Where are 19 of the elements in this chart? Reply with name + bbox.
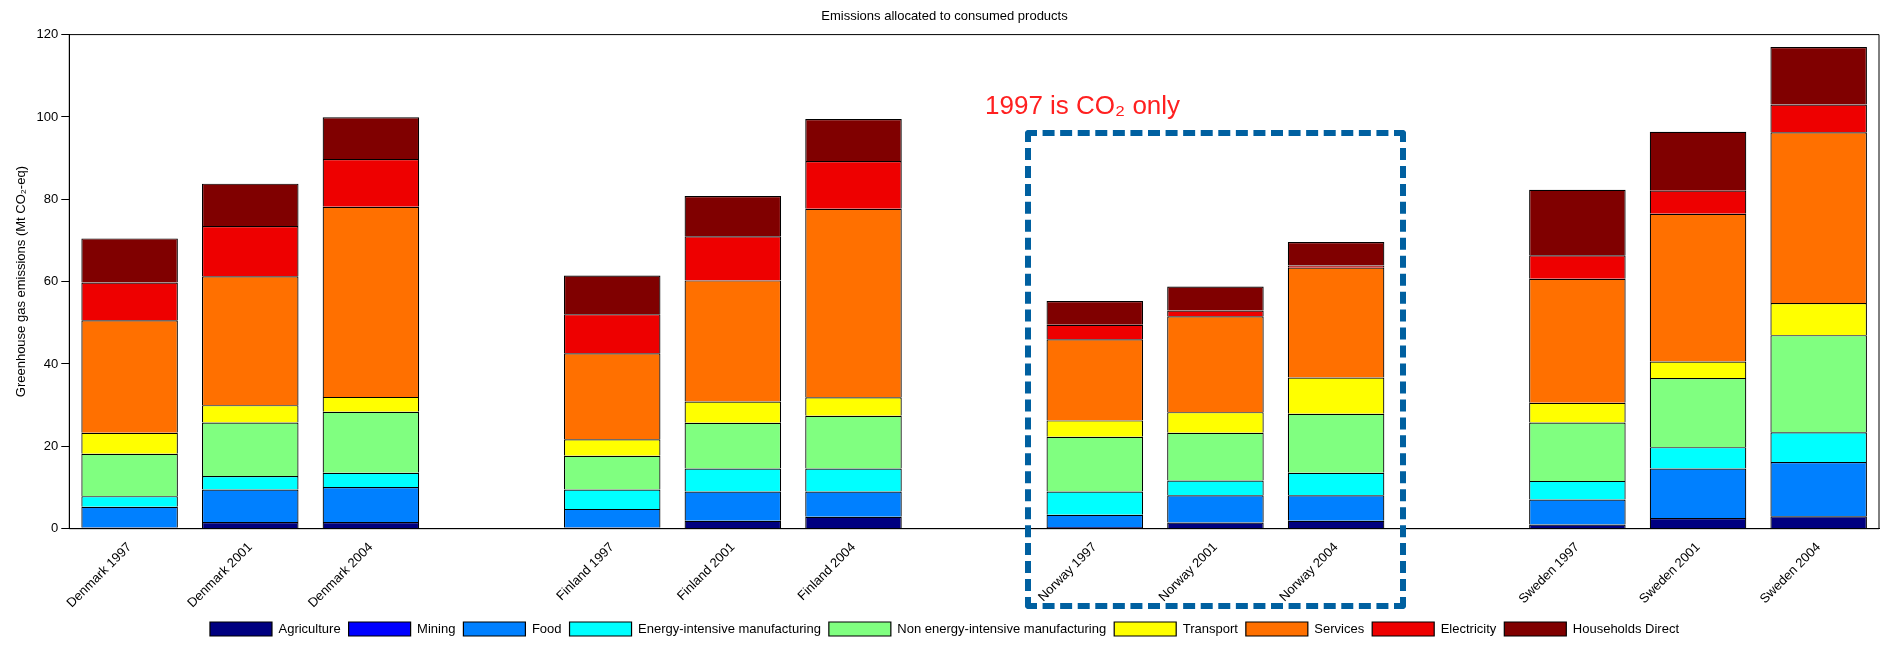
- y-tick-label: 20: [43, 437, 59, 453]
- y-tick-label: 60: [43, 273, 59, 289]
- chart-title: Emissions allocated to consumed products: [821, 8, 1069, 24]
- y-axis-title: Greenhouse gas emissions (Mt CO₂-eq): [13, 166, 29, 398]
- y-tick-label: 120: [36, 26, 59, 42]
- legend-label: Food: [531, 620, 562, 636]
- legend-label: Transport: [1182, 620, 1239, 636]
- y-tick-label: 40: [43, 355, 59, 371]
- annotation: 1997 is CO₂ only: [985, 90, 1181, 121]
- legend-label: Households Direct: [1572, 620, 1680, 636]
- legend-label: Agriculture: [278, 620, 341, 636]
- legend-label: Electricity: [1440, 620, 1497, 636]
- legend-label: Energy-intensive manufacturing: [638, 620, 821, 636]
- legend-label: Mining: [417, 620, 456, 636]
- legend-label: Non energy-intensive manufacturing: [897, 620, 1107, 636]
- y-tick-label: 100: [36, 108, 59, 124]
- y-tick-label: 0: [51, 520, 59, 536]
- y-tick-label: 80: [43, 190, 59, 206]
- legend-label: Services: [1314, 620, 1365, 636]
